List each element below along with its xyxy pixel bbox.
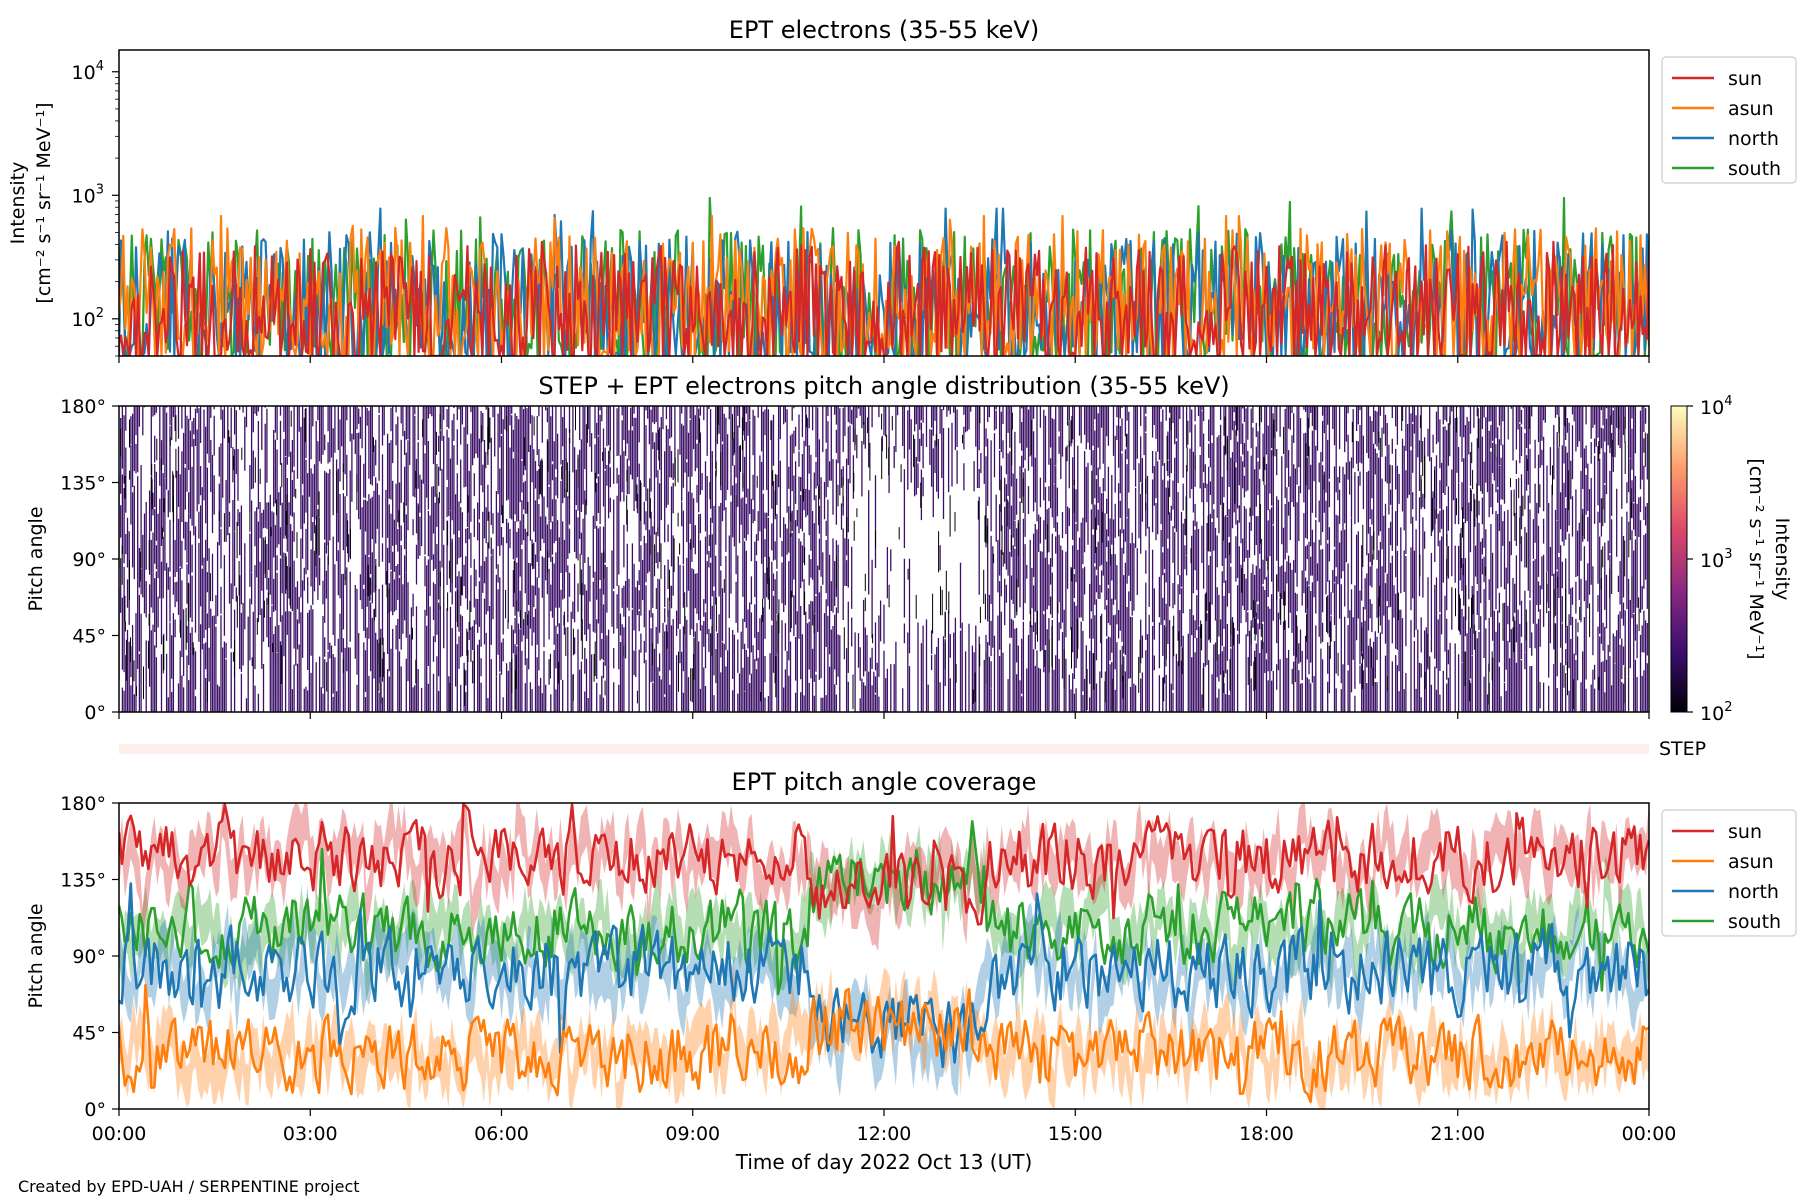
coverage-line-sun [119, 803, 1649, 926]
panel4-title: EPT pitch angle coverage [732, 768, 1037, 796]
panel2-title: STEP + EPT electrons pitch angle distrib… [538, 372, 1229, 400]
step-label: STEP [1659, 738, 1706, 760]
colorbar-ticks: 102 103 104 [1687, 394, 1732, 725]
colorbar-tick-label: 103 [1700, 547, 1732, 572]
ytick-label: 45° [72, 1023, 106, 1045]
ytick-label: 180° [60, 793, 106, 815]
ytick-label: 90° [72, 549, 106, 571]
colorbar-label-line2: [cm⁻² s⁻¹ sr⁻¹ MeV⁻¹] [1745, 458, 1767, 659]
xtick-label: 06:00 [474, 1123, 529, 1145]
panel1-ylabel-line1: Intensity [7, 162, 29, 245]
panel4-xlabel: Time of day 2022 Oct 13 (UT) [735, 1150, 1033, 1174]
coverage-band-north [119, 884, 1649, 1097]
xtick-label: 03:00 [283, 1123, 338, 1145]
colorbar [1670, 405, 1688, 713]
legend-label-sun: sun [1728, 68, 1762, 90]
ytick-label: 45° [72, 626, 106, 648]
heatmap-cells [119, 406, 1648, 712]
xtick-label: 15:00 [1048, 1123, 1103, 1145]
panel4-legend: sun asun north south [1661, 809, 1797, 937]
legend-label-south: south [1728, 158, 1781, 180]
panel1-title: EPT electrons (35-55 keV) [729, 16, 1039, 44]
panel1-series-group [119, 196, 1649, 356]
coverage-line-north [119, 882, 1649, 1069]
panel-coverage: EPT pitch angle coverage 0° 45° 90° 135° 180… [25, 768, 1797, 1174]
ytick-label: 0° [84, 1099, 106, 1121]
xtick-label: 09:00 [665, 1123, 720, 1145]
coverage-line-asun [119, 983, 1649, 1104]
ytick-exponent: 3 [96, 182, 104, 197]
legend-label-sun: sun [1728, 821, 1762, 843]
xtick-label: 12:00 [857, 1123, 912, 1145]
legend-label-asun: asun [1728, 98, 1774, 120]
series-line-sun [119, 240, 1649, 356]
ytick-label: 135° [60, 473, 106, 495]
legend-box [1661, 809, 1797, 937]
panel4-yaxis: 0° 45° 90° 135° 180° [60, 793, 119, 1121]
xtick-label: 00:00 [92, 1123, 147, 1145]
panel4-series-group [119, 803, 1649, 1109]
panel2-heatmap [119, 406, 1648, 712]
series-line-south [119, 196, 1649, 356]
panel4-ylabel: Pitch angle [25, 903, 47, 1008]
ytick-label: 102 [72, 306, 104, 331]
panel1-ylabel-line2: [cm⁻² s⁻¹ sr⁻¹ MeV⁻¹] [33, 102, 55, 303]
panel4-xaxis: 00:00 03:00 06:00 09:00 12:00 15:00 18:00 21:00… [92, 1109, 1677, 1145]
legend-label-north: north [1728, 881, 1779, 903]
legend-box [1661, 56, 1797, 184]
footer-credit: Created by EPD-UAH / SERPENTINE project [18, 1177, 360, 1196]
ytick-label: 90° [72, 946, 106, 968]
ytick-exponent: 4 [96, 59, 104, 74]
colorbar-tick-exponent: 4 [1724, 394, 1732, 409]
xtick-label: 21:00 [1430, 1123, 1485, 1145]
panel1-xaxis [118, 356, 1650, 363]
panel2-xaxis [118, 712, 1650, 719]
colorbar-tick-exponent: 3 [1724, 547, 1732, 562]
panel1-legend: sun asun north south [1661, 56, 1797, 184]
step-band [119, 744, 1649, 754]
ytick-label: 180° [60, 396, 106, 418]
colorbar-tick-exponent: 2 [1724, 700, 1732, 715]
colorbar-label-line1: Intensity [1771, 518, 1793, 601]
panel2-yaxis: 0° 45° 90° 135° 180° [60, 396, 119, 724]
panel-step: STEP [119, 738, 1706, 760]
legend-label-asun: asun [1728, 851, 1774, 873]
ytick-label: 103 [72, 182, 104, 207]
panel2-ylabel: Pitch angle [25, 506, 47, 611]
panel-pitch-distribution: STEP + EPT electrons pitch angle distrib… [25, 372, 1793, 725]
panel1-yaxis: 102 103 104 [72, 59, 119, 357]
heatmap-cells-dark [120, 406, 1646, 712]
ytick-label: 0° [84, 702, 106, 724]
ytick-label: 104 [72, 59, 104, 84]
legend-label-north: north [1728, 128, 1779, 150]
panel-intensity: EPT electrons (35-55 keV) 102 103 104 Inte… [7, 16, 1797, 363]
xtick-label: 00:00 [1622, 1123, 1677, 1145]
ytick-label: 135° [60, 870, 106, 892]
colorbar-tick-label: 104 [1700, 394, 1732, 419]
colorbar-tick-label: 102 [1700, 700, 1732, 725]
ytick-exponent: 2 [96, 306, 104, 321]
legend-label-south: south [1728, 911, 1781, 933]
xtick-label: 18:00 [1239, 1123, 1294, 1145]
